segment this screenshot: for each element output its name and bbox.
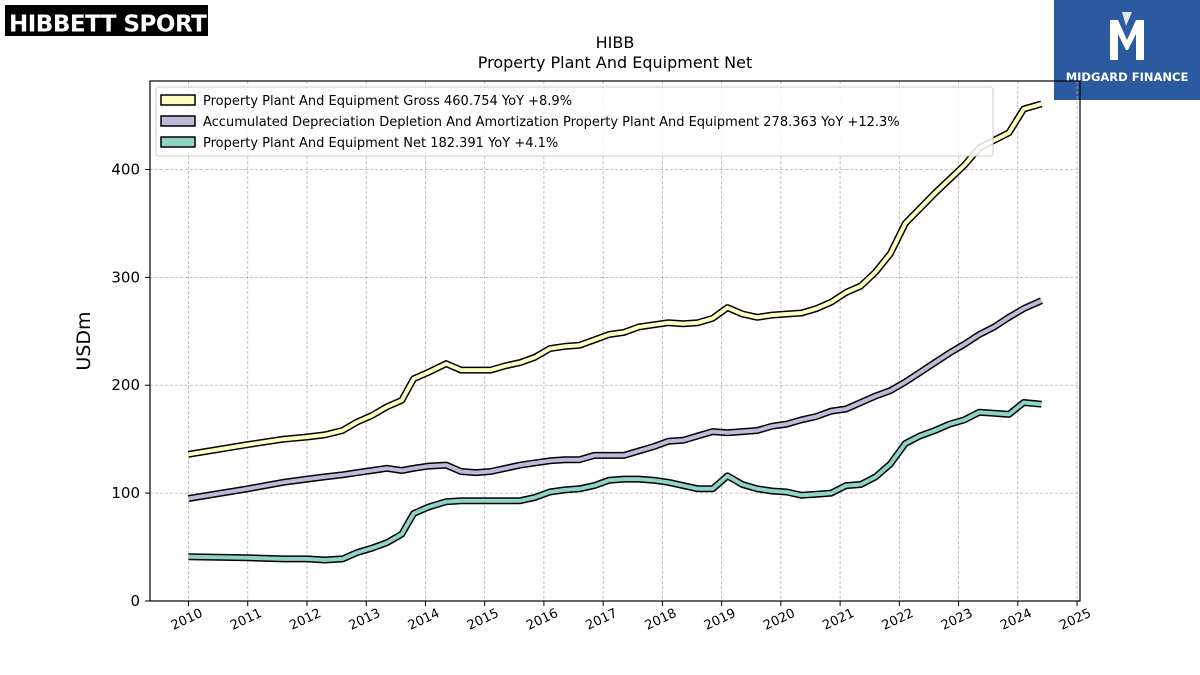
y-tick-label: 400 <box>111 160 140 178</box>
x-tick-label: 2022 <box>880 606 916 634</box>
series-line <box>188 400 1042 562</box>
x-tick-label: 2013 <box>347 606 383 634</box>
x-tick-label: 2018 <box>643 606 679 634</box>
grid-lines <box>150 81 1080 602</box>
series-1 <box>187 100 1043 458</box>
x-tick-label: 2020 <box>761 606 797 634</box>
x-tick-label: 2016 <box>524 606 560 634</box>
y-tick-label: 100 <box>111 484 140 502</box>
x-tick-label: 2010 <box>169 606 205 634</box>
legend-swatch <box>160 115 196 127</box>
x-tick-label: 2011 <box>228 606 264 634</box>
series-lines <box>187 100 1043 564</box>
registered-mark: ® <box>222 15 232 26</box>
midgard-brand-text: MIDGARD FINANCE <box>1065 70 1189 84</box>
legend-swatch <box>160 136 196 148</box>
y-axis-label: USDm <box>73 311 95 370</box>
plot-frame <box>149 80 1081 602</box>
y-tick-label: 0 <box>130 592 140 610</box>
chart-subtitle: Property Plant And Equipment Net <box>477 53 753 72</box>
x-tick-label: 2012 <box>287 606 323 634</box>
hibbett-logo-text: HIBBETT SPORTS <box>9 11 223 38</box>
legend-box <box>155 86 994 157</box>
series-line <box>188 298 1043 501</box>
midgard-m-icon <box>1110 12 1144 60</box>
hibbett-sports-logo: HIBBETT SPORTS® <box>5 5 232 38</box>
y-tick-label: 200 <box>111 376 140 394</box>
legend-label: Property Plant And Equipment Net 182.391… <box>203 136 558 151</box>
x-tick-label: 2015 <box>465 606 501 634</box>
legend-label: Property Plant And Equipment Gross 460.7… <box>203 94 572 109</box>
midgard-finance-logo: MIDGARD FINANCE <box>1054 0 1200 100</box>
legend-swatch <box>160 94 196 106</box>
series-line <box>188 101 1043 457</box>
legend: Property Plant And Equipment Gross 460.7… <box>155 86 994 157</box>
y-tick-label: 300 <box>111 268 140 286</box>
x-tick-label: 2024 <box>998 606 1034 634</box>
chart-title: HIBB <box>595 33 635 52</box>
legend-label: Accumulated Depreciation Depletion And A… <box>203 115 900 130</box>
x-tick-label: 2014 <box>406 606 442 634</box>
x-tick-label: 2025 <box>1057 606 1093 634</box>
x-tick-label: 2023 <box>939 606 975 634</box>
axis-ticks: 2010 2011 2012 2013 2014 2015 2016 2017 2018 2019… <box>111 160 1093 633</box>
series-2 <box>187 297 1043 502</box>
x-tick-label: 2021 <box>820 606 856 634</box>
x-tick-label: 2019 <box>702 606 738 634</box>
series-3 <box>188 399 1042 564</box>
x-tick-label: 2017 <box>584 606 620 634</box>
